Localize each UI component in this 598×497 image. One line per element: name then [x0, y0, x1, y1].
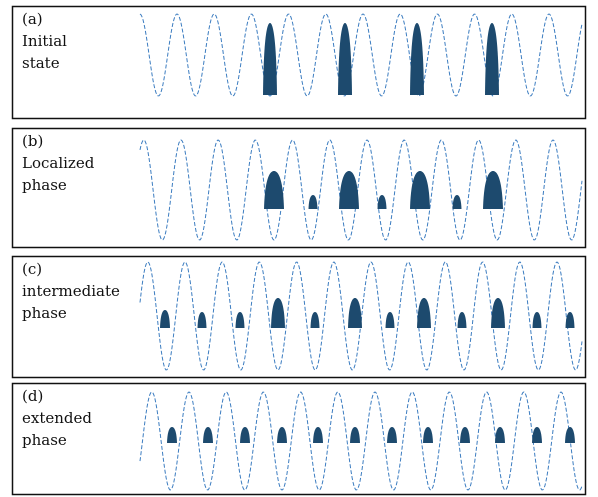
panel-frame: [13, 7, 586, 119]
panel-label: (b): [22, 132, 43, 150]
panel-caption: extended: [22, 409, 92, 427]
panel: (a) Initial state: [13, 7, 586, 119]
panel-caption: phase: [22, 304, 67, 322]
panel-label: (c): [22, 260, 42, 278]
panel-caption: phase: [22, 431, 67, 449]
figure: (a) Initial state (b) Localized phase (c) inter…: [0, 0, 598, 497]
panel-caption: Localized: [22, 154, 95, 172]
panel-label: (a): [22, 10, 43, 28]
panel-caption: phase: [22, 176, 67, 194]
panel: (b) Localized phase: [13, 129, 586, 248]
panel-caption: Initial: [22, 32, 67, 50]
panel-caption: state: [22, 54, 60, 72]
panel: (d) extended phase: [13, 384, 586, 495]
panel: (c) intermediate phase: [13, 257, 586, 378]
panel-label: (d): [22, 387, 43, 405]
panel-caption: intermediate: [22, 282, 120, 300]
